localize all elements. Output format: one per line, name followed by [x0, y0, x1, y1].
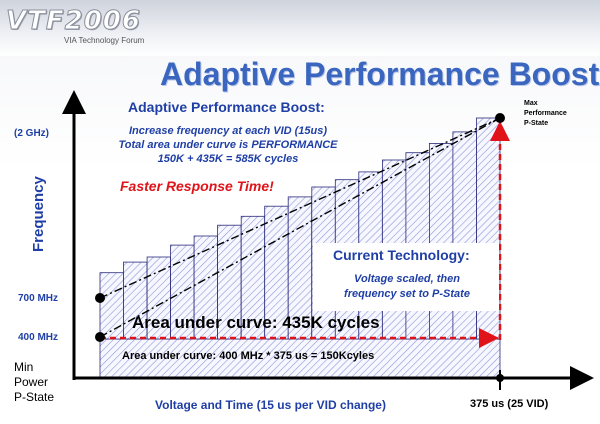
min-power-label: Min Power P-State	[14, 360, 54, 405]
min-power-line: Min	[14, 360, 34, 374]
header-band	[0, 0, 600, 56]
dot-400mhz	[95, 332, 105, 342]
y-axis-title: Frequency	[30, 176, 47, 252]
logo-tagline: VIA Technology Forum	[64, 36, 145, 45]
min-power-line: Power	[14, 375, 49, 389]
x-axis-title: Voltage and Time (15 us per VID change)	[155, 398, 386, 412]
apb-line: Increase frequency at each VID (15us)	[128, 125, 328, 137]
apb-description: Increase frequency at each VID (15us) To…	[108, 124, 348, 166]
apb-dashdot-line	[99, 117, 501, 299]
step-bar	[99, 272, 124, 340]
x-axis-end-label: 375 us (25 VID)	[470, 398, 549, 410]
current-tech-line: frequency set to P-State	[344, 288, 470, 300]
apb-line: Total area under curve is PERFORMANCE	[118, 139, 338, 151]
y-label-2ghz: (2 GHz)	[14, 128, 49, 139]
y-label-700mhz: 700 MHz	[18, 293, 59, 304]
dot-max	[495, 113, 505, 123]
faster-response-label: Faster Response Time!	[120, 178, 274, 194]
max-performance-line: P-State	[524, 120, 549, 127]
max-performance-label: Max Performance P-State	[524, 99, 567, 129]
max-performance-line: Performance	[524, 110, 567, 117]
area-under-curve-label: Area under curve: 435K cycles	[132, 313, 380, 332]
apb-line: 150K + 435K = 585K cycles	[157, 153, 299, 165]
current-tech-line: Voltage scaled, then	[354, 273, 460, 285]
dot-700mhz	[95, 293, 105, 303]
base-area-label: Area under curve: 400 MHz * 375 us = 150…	[122, 350, 375, 362]
current-tech-box	[313, 243, 499, 311]
current-tech-heading: Current Technology:	[333, 247, 470, 263]
apb-dashdot-line-steep	[99, 117, 501, 338]
logo-mark: VTF2006	[6, 6, 141, 37]
dot-origin	[496, 374, 504, 382]
current-tech-description: Voltage scaled, then frequency set to P-…	[318, 272, 496, 302]
slide-title: Adaptive Performance Boost	[160, 56, 600, 92]
min-power-line: P-State	[14, 390, 55, 404]
apb-heading: Adaptive Performance Boost:	[128, 99, 325, 115]
vtf-logo: VTF2006 VIA Technology Forum	[6, 6, 145, 46]
y-label-400mhz: 400 MHz	[18, 332, 59, 343]
max-performance-line: Max	[524, 100, 538, 107]
